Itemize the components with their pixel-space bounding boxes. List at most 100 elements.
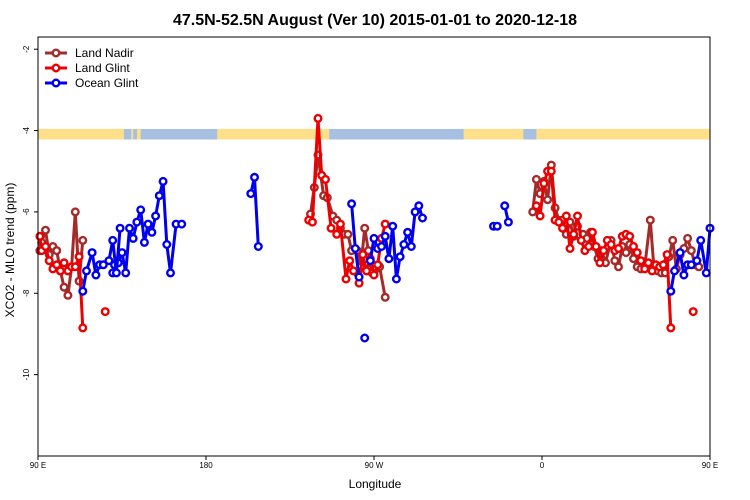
data-point — [410, 207, 420, 217]
data-point — [645, 215, 655, 225]
data-point — [414, 201, 424, 211]
data-point — [350, 243, 360, 253]
data-point — [59, 258, 69, 268]
legend-label: Ocean Glint — [75, 76, 139, 90]
data-point — [610, 256, 620, 266]
data-point — [395, 252, 405, 262]
data-point — [136, 205, 146, 215]
data-point — [599, 246, 609, 256]
data-point — [162, 239, 172, 249]
data-point — [332, 229, 342, 239]
data-point — [662, 250, 672, 260]
data-point — [143, 219, 153, 229]
data-point — [44, 256, 54, 266]
data-point — [313, 113, 323, 123]
data-point — [686, 260, 696, 270]
data-point — [321, 174, 331, 184]
legend-item: Land Glint — [45, 61, 130, 75]
data-point — [369, 233, 379, 243]
data-point — [539, 178, 549, 188]
series-land-glint — [35, 113, 698, 333]
data-point — [369, 270, 379, 280]
data-point — [621, 248, 631, 258]
data-point — [500, 201, 510, 211]
data-point — [380, 219, 390, 229]
data-point — [591, 241, 601, 251]
data-point — [104, 256, 114, 266]
data-point — [78, 235, 88, 245]
y-axis: -2 -4 -6 -8 -10 — [22, 45, 38, 380]
data-point — [165, 268, 175, 278]
data-point — [154, 191, 164, 201]
data-point — [569, 229, 579, 239]
data-point — [81, 266, 91, 276]
data-point — [139, 237, 149, 247]
data-point — [632, 248, 642, 258]
y-tick-label: -8 — [22, 289, 31, 297]
data-point — [666, 323, 676, 333]
strip-land-segment — [536, 128, 710, 140]
data-point — [406, 241, 416, 251]
data-point — [158, 176, 168, 186]
data-point — [341, 274, 351, 284]
data-point — [683, 233, 693, 243]
data-point — [388, 221, 398, 231]
data-point — [121, 268, 131, 278]
strip-land-segment — [136, 128, 141, 140]
data-point — [531, 201, 541, 211]
y-tick-label: -10 — [22, 368, 31, 380]
data-point — [380, 292, 390, 302]
data-point — [670, 266, 680, 276]
data-point — [606, 239, 616, 249]
x-tick-label: 90 W — [365, 461, 384, 470]
strip-ocean — [38, 128, 710, 140]
data-point — [576, 235, 586, 245]
x-tick-label: 90 E — [702, 461, 718, 470]
chart-title: 47.5N-52.5N August (Ver 10) 2015-01-01 t… — [173, 12, 577, 29]
legend-item: Ocean Glint — [45, 76, 139, 90]
data-point — [59, 282, 69, 292]
strip-land-segment — [38, 128, 124, 140]
data-point — [78, 323, 88, 333]
series-line — [249, 175, 260, 247]
data-point — [629, 254, 639, 264]
y-tick-label: -4 — [22, 126, 31, 134]
legend-label: Land Glint — [75, 61, 130, 75]
data-point — [326, 223, 336, 233]
data-point — [647, 266, 657, 276]
data-point — [535, 211, 545, 221]
data-point — [177, 219, 187, 229]
data-point — [558, 223, 568, 233]
data-point — [98, 260, 108, 270]
data-point — [111, 268, 121, 278]
data-point — [614, 243, 624, 253]
data-point — [377, 241, 387, 251]
data-point — [362, 266, 372, 276]
data-point — [418, 213, 428, 223]
data-point — [692, 256, 702, 266]
data-point — [587, 227, 597, 237]
data-point — [546, 166, 556, 176]
data-point — [666, 286, 676, 296]
data-point — [132, 217, 142, 227]
data-point — [643, 258, 653, 268]
strip-land-segment — [131, 128, 134, 140]
data-point — [640, 264, 650, 274]
y-axis-label: XCO2 - MLO trend (ppm) — [3, 183, 17, 318]
data-point — [528, 207, 538, 217]
data-point — [52, 260, 62, 270]
data-point — [380, 231, 390, 241]
data-point — [384, 254, 394, 264]
data-point — [128, 233, 138, 243]
data-point — [584, 241, 594, 251]
data-point — [87, 248, 97, 258]
data-point — [249, 172, 259, 182]
data-point — [565, 243, 575, 253]
legend-swatch-marker — [51, 78, 61, 88]
data-point — [675, 248, 685, 258]
surface-type-strip — [38, 128, 710, 140]
data-point — [253, 241, 263, 251]
data-point — [41, 241, 51, 251]
data-point — [403, 227, 413, 237]
